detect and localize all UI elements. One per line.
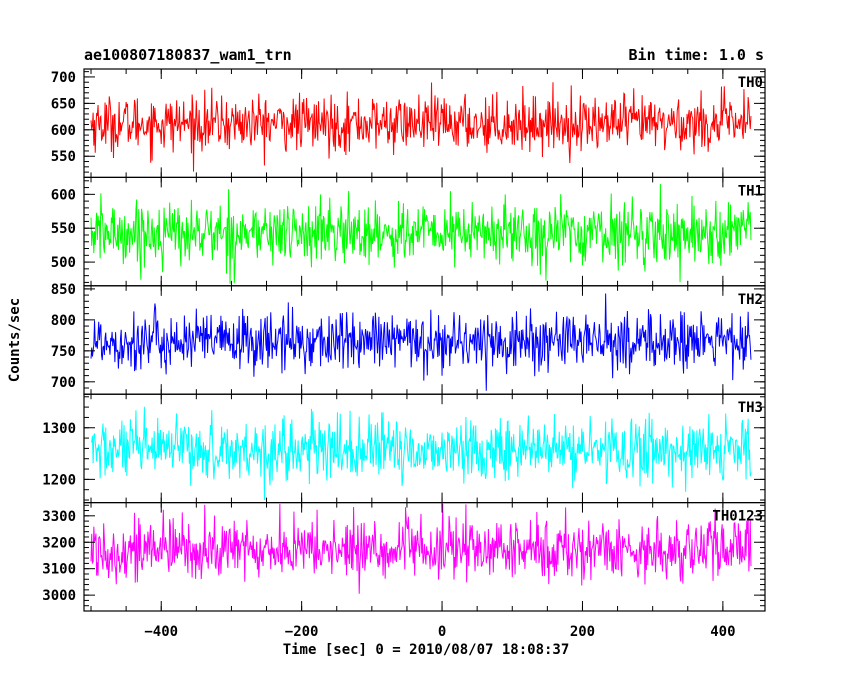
y-tick-label: 3000: [42, 588, 76, 604]
panel-th0123: 3000 3100 3200 3300 TH0123: [42, 502, 766, 612]
panel-label: TH0123: [712, 509, 763, 525]
panel-th3: 1200 1300 TH3: [42, 393, 766, 504]
y-tick-label: 500: [51, 255, 76, 271]
panel-label: TH2: [738, 292, 763, 308]
series-line-th1: [90, 183, 752, 284]
y-tick-label: 750: [51, 344, 76, 360]
panel-frame: [83, 502, 766, 612]
y-tick-label: 550: [51, 149, 76, 165]
panels-group: 550 600 650 700 TH0 500 550 600 TH1 700 750 800 850 T…: [42, 68, 766, 640]
y-tick-label: 700: [51, 70, 76, 86]
panel-th2: 700 750 800 850 TH2: [51, 282, 766, 395]
x-tick-label: −400: [144, 624, 178, 640]
y-tick-label: 3300: [42, 509, 76, 525]
x-tick-label: −200: [285, 624, 319, 640]
x-tick-label: 400: [710, 624, 735, 640]
y-tick-label: 650: [51, 96, 76, 112]
x-tick-label: 200: [570, 624, 595, 640]
y-tick-label: 600: [51, 187, 76, 203]
panel-label: TH1: [738, 183, 763, 199]
bin-time-label: Bin time: 1.0 s: [629, 46, 764, 64]
y-tick-label: 800: [51, 313, 76, 329]
y-tick-label: 700: [51, 375, 76, 391]
y-tick-label: 3100: [42, 562, 76, 578]
chart-title: ae100807180837_wam1_trn: [84, 46, 292, 64]
y-tick-label: 1300: [42, 421, 76, 437]
y-tick-label: 3200: [42, 535, 76, 551]
series-line-th3: [90, 406, 752, 501]
panel-label: TH3: [738, 400, 763, 416]
y-tick-label: 550: [51, 221, 76, 237]
y-tick-label: 600: [51, 123, 76, 139]
panel-th0: 550 600 650 700 TH0: [51, 68, 766, 179]
panel-label: TH0: [738, 75, 763, 91]
y-axis-label: Counts/sec: [7, 298, 23, 382]
x-axis-label: Time [sec] 0 = 2010/08/07 18:08:37: [283, 642, 570, 658]
series-line-th0: [90, 82, 752, 172]
series-line-th0123: [90, 503, 752, 594]
panel-th1: 500 550 600 TH1: [51, 176, 766, 287]
y-tick-label: 1200: [42, 472, 76, 488]
y-tick-label: 850: [51, 282, 76, 298]
series-line-th2: [90, 293, 752, 391]
x-tick-label: 0: [438, 624, 446, 640]
